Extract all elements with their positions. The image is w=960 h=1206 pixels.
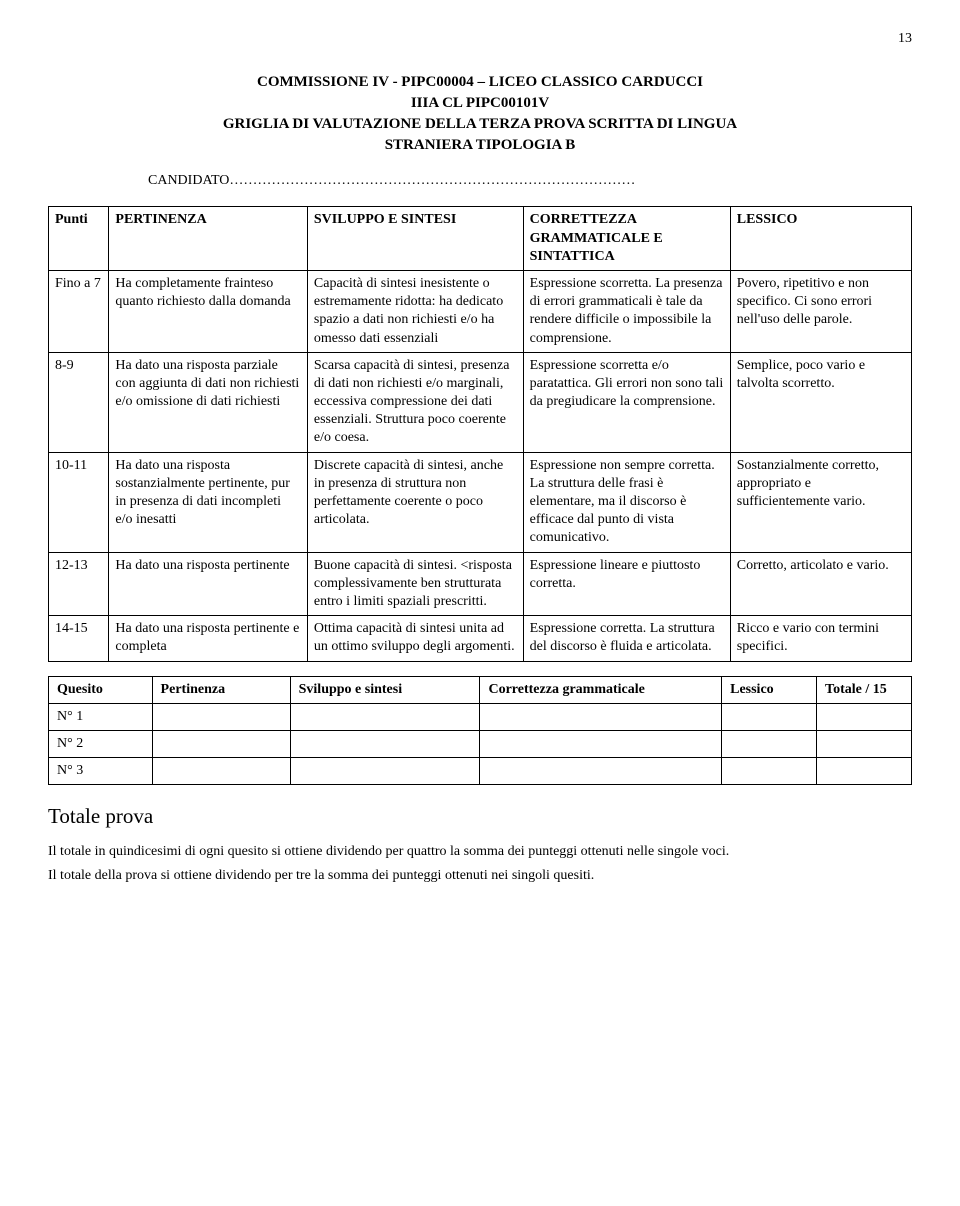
sum-label: N° 1 [49, 703, 153, 730]
sum-head-totale: Totale / 15 [817, 676, 912, 703]
cell-punti: 14-15 [49, 616, 109, 661]
cell-pertinenza: Ha completamente frainteso quanto richie… [109, 270, 307, 352]
cell-correttezza: Espressione corretta. La struttura del d… [523, 616, 730, 661]
totale-prova-heading: Totale prova [48, 803, 912, 830]
heading-line: STRANIERA TIPOLOGIA B [48, 135, 912, 156]
header-text: CORRETTEZZA [530, 212, 637, 227]
cell-sviluppo: Discrete capacità di sintesi, anche in p… [307, 452, 523, 552]
cell-correttezza: Espressione non sempre corretta. La stru… [523, 452, 730, 552]
cell-punti: 10-11 [49, 452, 109, 552]
summary-row: N° 3 [49, 758, 912, 785]
sum-cell [722, 730, 817, 757]
candidato-line: CANDIDATO…………………………………………………………………………… [148, 172, 912, 190]
footnote-2: Il totale della prova si ottiene dividen… [48, 867, 912, 886]
cell-lessico: Semplice, poco vario e talvolta scorrett… [730, 352, 911, 452]
col-header-pertinenza: PERTINENZA [109, 207, 307, 271]
cell-lessico: Corretto, articolato e vario. [730, 552, 911, 616]
sum-cell [722, 703, 817, 730]
sum-head-sviluppo: Sviluppo e sintesi [290, 676, 480, 703]
sum-cell [817, 730, 912, 757]
sum-cell [480, 730, 722, 757]
heading-line: IIIA CL PIPC00101V [48, 93, 912, 114]
table-row: Fino a 7 Ha completamente frainteso quan… [49, 270, 912, 352]
col-header-punti: Punti [49, 207, 109, 271]
sum-cell [480, 703, 722, 730]
cell-pertinenza: Ha dato una risposta sostanzialmente per… [109, 452, 307, 552]
summary-row: N° 2 [49, 730, 912, 757]
cell-sviluppo: Capacità di sintesi inesistente o estrem… [307, 270, 523, 352]
sum-head-quesito: Quesito [49, 676, 153, 703]
sum-label: N° 3 [49, 758, 153, 785]
summary-header-row: Quesito Pertinenza Sviluppo e sintesi Co… [49, 676, 912, 703]
cell-pertinenza: Ha dato una risposta pertinente [109, 552, 307, 616]
cell-lessico: Povero, ripetitivo e non specifico. Ci s… [730, 270, 911, 352]
table-row: 10-11 Ha dato una risposta sostanzialmen… [49, 452, 912, 552]
col-header-sviluppo: SVILUPPO E SINTESI [307, 207, 523, 271]
sum-head-lessico: Lessico [722, 676, 817, 703]
sum-cell [152, 758, 290, 785]
cell-correttezza: Espressione lineare e piuttosto corretta… [523, 552, 730, 616]
document-heading: COMMISSIONE IV - PIPC00004 – LICEO CLASS… [48, 72, 912, 156]
table-row: 12-13 Ha dato una risposta pertinente Bu… [49, 552, 912, 616]
rubric-table: Punti PERTINENZA SVILUPPO E SINTESI CORR… [48, 206, 912, 661]
footnote-1: Il totale in quindicesimi di ogni quesit… [48, 843, 912, 862]
cell-sviluppo: Buone capacità di sintesi. <risposta com… [307, 552, 523, 616]
sum-cell [290, 758, 480, 785]
sum-cell [817, 758, 912, 785]
table-row: 8-9 Ha dato una risposta parziale con ag… [49, 352, 912, 452]
sum-head-correttezza: Correttezza grammaticale [480, 676, 722, 703]
sum-label: N° 2 [49, 730, 153, 757]
table-header-row: Punti PERTINENZA SVILUPPO E SINTESI CORR… [49, 207, 912, 271]
cell-pertinenza: Ha dato una risposta parziale con aggiun… [109, 352, 307, 452]
heading-line: COMMISSIONE IV - PIPC00004 – LICEO CLASS… [48, 72, 912, 93]
sum-cell [817, 703, 912, 730]
page-number: 13 [48, 30, 912, 48]
cell-correttezza: Espressione scorretta e/o paratattica. G… [523, 352, 730, 452]
sum-head-pertinenza: Pertinenza [152, 676, 290, 703]
cell-lessico: Sostanzialmente corretto, appropriato e … [730, 452, 911, 552]
heading-line: GRIGLIA DI VALUTAZIONE DELLA TERZA PROVA… [48, 114, 912, 135]
sum-cell [290, 703, 480, 730]
cell-punti: 12-13 [49, 552, 109, 616]
summary-row: N° 1 [49, 703, 912, 730]
table-row: 14-15 Ha dato una risposta pertinente e … [49, 616, 912, 661]
cell-pertinenza: Ha dato una risposta pertinente e comple… [109, 616, 307, 661]
sum-cell [290, 730, 480, 757]
cell-punti: 8-9 [49, 352, 109, 452]
header-text: GRAMMATICALE E [530, 231, 663, 246]
cell-punti: Fino a 7 [49, 270, 109, 352]
cell-lessico: Ricco e vario con termini specifici. [730, 616, 911, 661]
col-header-lessico: LESSICO [730, 207, 911, 271]
cell-correttezza: Espressione scorretta. La presenza di er… [523, 270, 730, 352]
summary-table: Quesito Pertinenza Sviluppo e sintesi Co… [48, 676, 912, 786]
sum-cell [722, 758, 817, 785]
sum-cell [152, 730, 290, 757]
sum-cell [480, 758, 722, 785]
sum-cell [152, 703, 290, 730]
header-text: SINTATTICA [530, 249, 615, 264]
col-header-correttezza: CORRETTEZZA GRAMMATICALE E SINTATTICA [523, 207, 730, 271]
cell-sviluppo: Ottima capacità di sintesi unita ad un o… [307, 616, 523, 661]
cell-sviluppo: Scarsa capacità di sintesi, presenza di … [307, 352, 523, 452]
